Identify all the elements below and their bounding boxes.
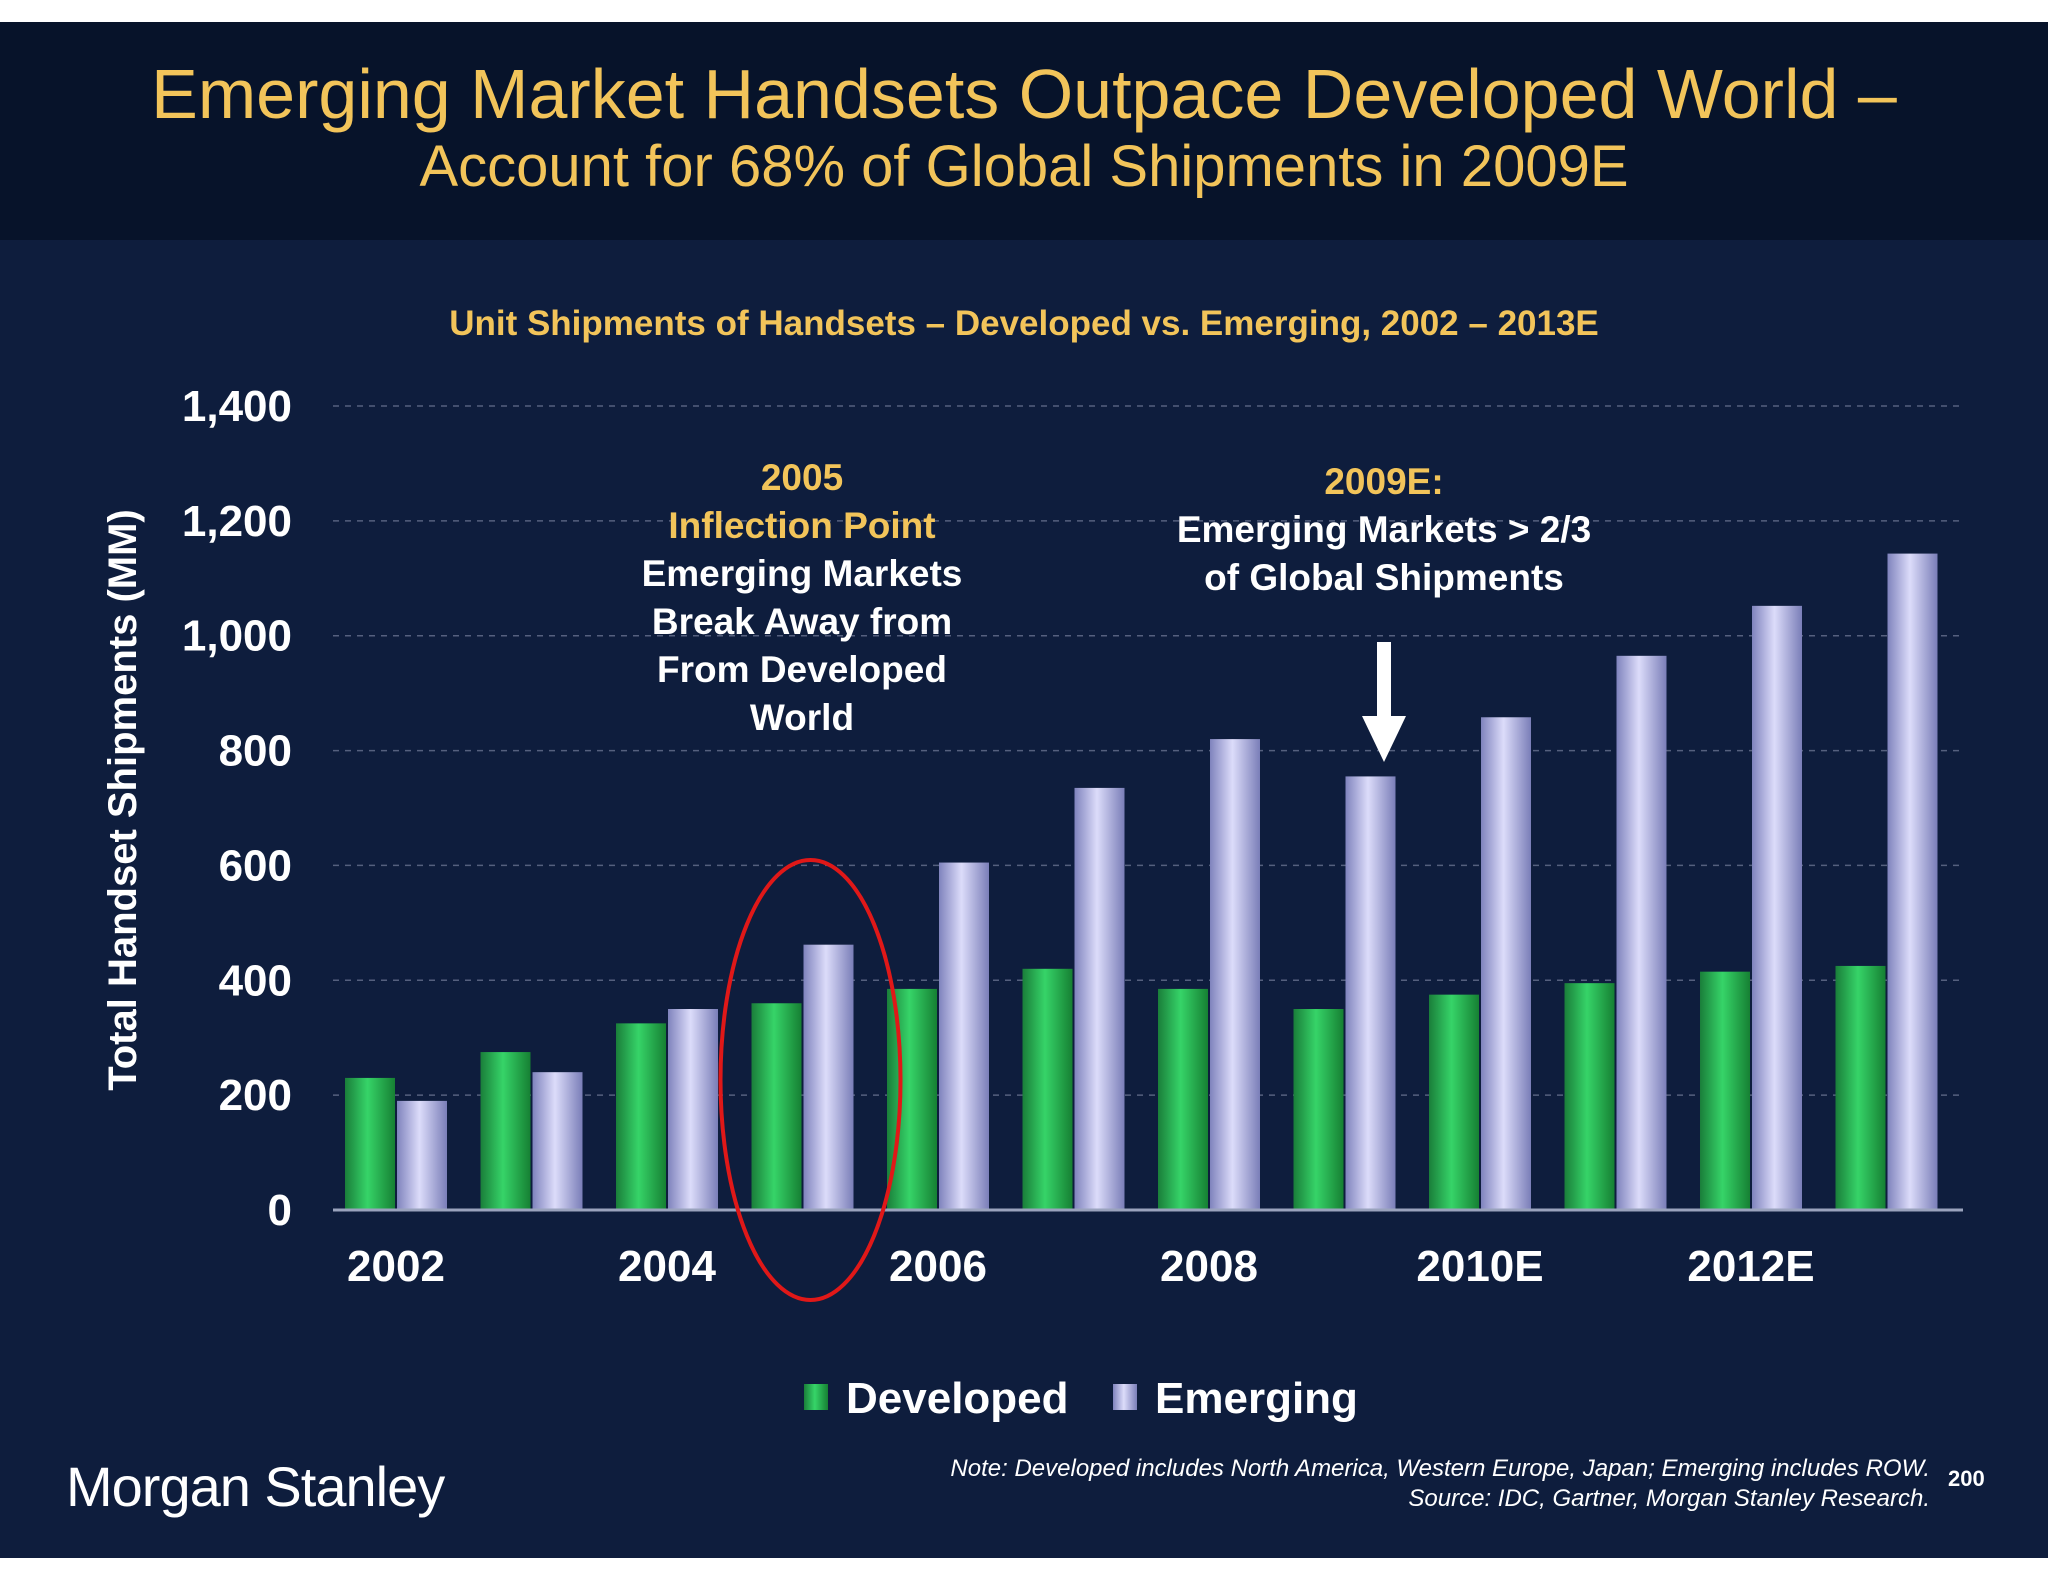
bar-developed [1158, 988, 1208, 1210]
annotation-text: Emerging Markets [642, 553, 963, 594]
bar-chart: 0 200 400 600 800 1,000 1,200 1,400 Total Handse… [101, 382, 1963, 1423]
y-tick-label: 1,400 [182, 382, 292, 431]
bar-developed [887, 988, 937, 1210]
slide-subtitle: Account for 68% of Global Shipments in 2… [419, 134, 1629, 199]
annotation-text: 2009E: [1324, 461, 1443, 502]
x-tick-label: 2004 [618, 1242, 716, 1291]
note-line: Note: Developed includes North America, … [950, 1455, 1930, 1482]
legend-label-developed: Developed [846, 1374, 1069, 1423]
annotation-text: From Developed [657, 649, 947, 690]
footnote: Note: Developed includes North America, … [950, 1454, 1930, 1514]
bar-emerging [397, 1100, 447, 1210]
bar-developed [1700, 971, 1750, 1210]
y-tick-label: 1,200 [182, 497, 292, 546]
bar-developed [1429, 994, 1479, 1210]
slide-title: Emerging Market Handsets Outpace Develop… [151, 55, 1897, 133]
annotation-text: 2005 [761, 457, 843, 498]
bar-developed [480, 1052, 531, 1210]
arrow-down-icon [1362, 716, 1406, 762]
bar-emerging [1210, 739, 1260, 1210]
annotation-text: Inflection Point [668, 505, 935, 546]
bar-developed [345, 1077, 395, 1210]
bar-emerging [1616, 655, 1667, 1210]
annotation-text: of Global Shipments [1204, 557, 1564, 598]
bar-emerging [803, 944, 854, 1210]
x-tick-label: 2010E [1416, 1242, 1543, 1291]
x-tick-label: 2012E [1687, 1242, 1814, 1291]
annotation-text: Break Away from [652, 601, 952, 642]
bar-developed [1835, 965, 1886, 1210]
x-tick-label: 2008 [1160, 1242, 1258, 1291]
arrow-shaft [1377, 642, 1391, 718]
x-tick-label: 2006 [889, 1242, 987, 1291]
bar-developed [1293, 1009, 1344, 1210]
morgan-stanley-logo: Morgan Stanley [66, 1455, 445, 1518]
legend-swatch-developed [804, 1384, 828, 1410]
bar-emerging [532, 1072, 583, 1210]
bar-emerging [1481, 717, 1531, 1210]
bar-emerging [1887, 553, 1938, 1210]
bar-emerging [1074, 787, 1125, 1210]
page-number: 200 [1948, 1466, 1985, 1491]
y-tick-label: 600 [219, 841, 292, 890]
bar-emerging [939, 862, 989, 1210]
y-axis-title: Total Handset Shipments (MM) [101, 509, 145, 1090]
y-tick-label: 1,000 [182, 612, 292, 661]
bar-developed [616, 1023, 666, 1210]
highlight-ellipse [718, 858, 903, 1302]
annotation-text: Emerging Markets > 2/3 [1177, 509, 1591, 550]
chart-title: Unit Shipments of Handsets – Developed v… [449, 304, 1599, 343]
source-line: Source: IDC, Gartner, Morgan Stanley Res… [1408, 1485, 1930, 1512]
y-tick-label: 200 [219, 1071, 292, 1120]
slide-header: Emerging Market Handsets Outpace Develop… [0, 22, 2048, 240]
bar-developed [751, 1003, 802, 1210]
bar-developed [1022, 968, 1073, 1210]
slide: Emerging Market Handsets Outpace Develop… [0, 22, 2048, 1558]
y-tick-label: 800 [219, 727, 292, 776]
legend-label-emerging: Emerging [1155, 1374, 1358, 1423]
legend-swatch-emerging [1113, 1384, 1137, 1410]
y-tick-label: 400 [219, 956, 292, 1005]
x-tick-label: 2002 [347, 1242, 445, 1291]
y-tick-label: 0 [268, 1186, 292, 1235]
bar-emerging [1752, 605, 1802, 1210]
annotation-text: World [750, 697, 854, 738]
bar-developed [1564, 983, 1615, 1210]
bar-emerging [668, 1009, 718, 1210]
bar-emerging [1345, 776, 1396, 1210]
